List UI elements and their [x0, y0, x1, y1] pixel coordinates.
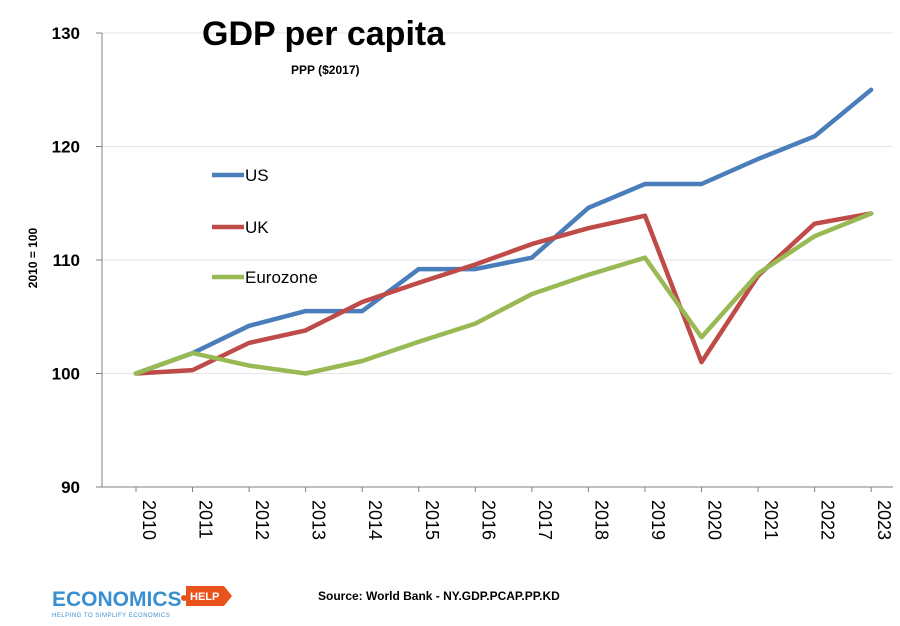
x-tick-label: 2022 [818, 500, 838, 540]
legend-label-us: US [245, 166, 269, 185]
y-tick-label: 100 [52, 365, 80, 384]
x-tick-labels: 2010 2011 2012 2013 2014 2015 2016 2017 2018 2019… [139, 500, 894, 540]
x-tick-label: 2014 [365, 500, 385, 540]
x-tick-label: 2020 [705, 500, 725, 540]
y-tick-labels: 90 100 110 120 130 [52, 24, 80, 497]
logo-main-text: ECONOMICS [52, 588, 182, 611]
gridlines [102, 32, 893, 374]
series-lines [133, 87, 874, 376]
x-tick-label: 2017 [535, 500, 555, 540]
economics-help-logo: ECONOMICS HELP HELPING TO SIMPLIFY ECONO… [52, 586, 232, 619]
axes [96, 32, 893, 492]
series-line-uk [133, 211, 874, 376]
x-tick-label: 2016 [478, 500, 498, 540]
x-tick-label: 2011 [196, 500, 216, 539]
logo-tagline: HELPING TO SIMPLIFY ECONOMICS [52, 613, 170, 619]
y-tick-label: 90 [61, 478, 80, 497]
source-note: Source: World Bank - NY.GDP.PCAP.PP.KD [318, 589, 560, 603]
x-tick-label: 2023 [874, 500, 894, 540]
x-tick-label: 2021 [761, 500, 781, 540]
x-tick-label: 2012 [252, 500, 272, 540]
legend-label-uk: UK [245, 218, 269, 237]
x-tick-label: 2018 [591, 500, 611, 540]
legend-label-eurozone: Eurozone [245, 268, 318, 287]
y-tick-label: 120 [52, 138, 80, 157]
chart-subtitle: PPP ($2017) [291, 63, 360, 77]
chart-title: GDP per capita [202, 15, 446, 53]
x-tick-label: 2010 [139, 500, 159, 540]
x-tick-label: 2013 [309, 500, 329, 540]
legend: US UK Eurozone [212, 166, 318, 287]
logo-dot [181, 595, 187, 601]
y-tick-label: 110 [53, 251, 80, 270]
logo-badge-text: HELP [190, 591, 219, 603]
series-line-eurozone [133, 211, 874, 376]
y-tick-label: 130 [52, 24, 80, 43]
series-line-us [133, 87, 874, 376]
x-tick-label: 2015 [422, 500, 442, 540]
x-tick-label: 2019 [648, 500, 668, 540]
logo-badge [186, 586, 232, 606]
y-axis-label: 2010 = 100 [26, 227, 40, 288]
